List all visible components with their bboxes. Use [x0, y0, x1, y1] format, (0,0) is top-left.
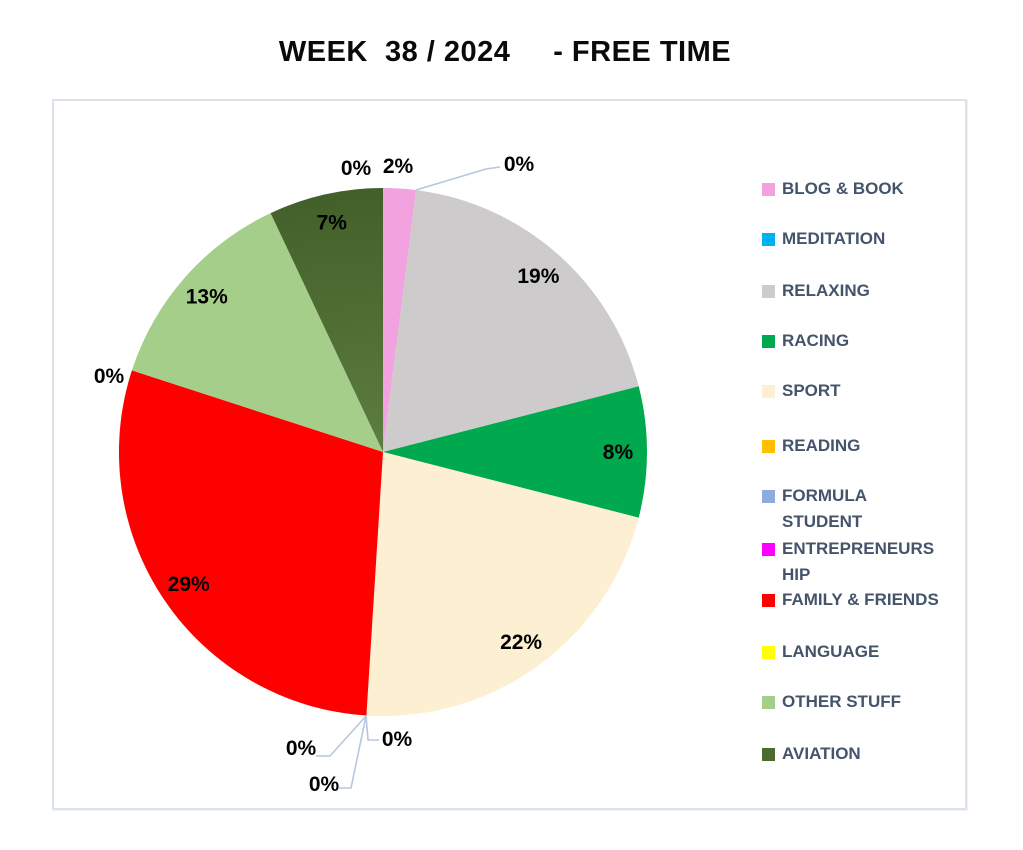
legend-item-meditation[interactable]: MEDITATION	[762, 226, 885, 252]
data-label-extra-zero: 0%	[341, 157, 372, 180]
label-leader-line	[415, 166, 501, 191]
pie-slice-relaxing[interactable]	[383, 190, 639, 452]
legend-label-relaxing: RELAXING	[782, 281, 870, 300]
data-label-relaxing: 19%	[517, 265, 559, 288]
legend-swatch-relaxing	[762, 285, 775, 298]
data-label-meditation: 0%	[504, 153, 535, 176]
legend-swatch-blog-book	[762, 183, 775, 196]
data-label-aviation: 7%	[317, 212, 348, 235]
label-leader-line	[339, 715, 367, 789]
data-label-other-stuff: 13%	[186, 286, 228, 309]
data-label-family-friends: 29%	[168, 573, 210, 596]
legend-item-formula-student[interactable]: FORMULA STUDENT	[762, 483, 882, 535]
legend-item-aviation[interactable]: AVIATION	[762, 741, 861, 767]
legend-swatch-language	[762, 646, 775, 659]
pie-slice-family-friends[interactable]	[118, 370, 383, 716]
legend-swatch-entrepreneurship	[762, 543, 775, 556]
legend-swatch-sport	[762, 385, 775, 398]
legend-label-reading: READING	[782, 436, 861, 455]
data-label-language: 0%	[94, 365, 125, 388]
legend-label-family-friends: FAMILY & FRIENDS	[782, 590, 939, 609]
legend-item-blog-book[interactable]: BLOG & BOOK	[762, 176, 904, 202]
legend-item-other-stuff[interactable]: OTHER STUFF	[762, 689, 901, 715]
legend-label-racing: RACING	[782, 331, 850, 350]
legend-swatch-meditation	[762, 233, 775, 246]
legend-swatch-reading	[762, 440, 775, 453]
data-label-sport: 22%	[500, 631, 542, 654]
legend-swatch-other-stuff	[762, 696, 775, 709]
pie-slice-blog-book[interactable]	[383, 188, 417, 452]
legend-item-reading[interactable]: READING	[762, 433, 860, 459]
legend-label-aviation: AVIATION	[782, 744, 861, 763]
legend-label-blog-book: BLOG & BOOK	[782, 179, 904, 198]
legend-swatch-family-friends	[762, 594, 775, 607]
legend-item-sport[interactable]: SPORT	[762, 378, 841, 404]
legend-swatch-formula-student	[762, 490, 775, 503]
pie-slice-racing[interactable]	[383, 386, 648, 518]
data-label-formula-student: 0%	[286, 737, 317, 760]
legend-label-meditation: MEDITATION	[782, 229, 886, 248]
data-label-entrepreneurship: 0%	[309, 773, 340, 796]
legend-swatch-racing	[762, 335, 775, 348]
legend-item-entrepreneurship[interactable]: ENTREPRENEURSHIP	[762, 536, 945, 588]
legend-label-sport: SPORT	[782, 381, 841, 400]
legend-label-language: LANGUAGE	[782, 642, 880, 661]
legend-item-racing[interactable]: RACING	[762, 328, 849, 354]
label-leader-line	[316, 715, 367, 757]
data-label-racing: 8%	[603, 441, 634, 464]
pie-slice-sport[interactable]	[366, 452, 639, 717]
legend-item-language[interactable]: LANGUAGE	[762, 639, 879, 665]
chart-title: WEEK 38 / 2024 - FREE TIME	[278, 36, 732, 68]
legend-label-formula-student: FORMULA STUDENT	[782, 486, 867, 531]
legend-item-relaxing[interactable]: RELAXING	[762, 278, 870, 304]
data-label-reading: 0%	[382, 728, 413, 751]
legend-label-entrepreneurship: ENTREPRENEURSHIP	[782, 539, 935, 584]
legend-label-other-stuff: OTHER STUFF	[782, 692, 901, 711]
legend-swatch-aviation	[762, 748, 775, 761]
label-leader-line	[365, 715, 379, 741]
data-label-blog-book: 2%	[383, 155, 414, 178]
legend-item-family-friends[interactable]: FAMILY & FRIENDS	[762, 587, 939, 613]
pie-slice-other-stuff[interactable]	[131, 213, 383, 452]
pie-slice-aviation[interactable]	[270, 188, 383, 452]
